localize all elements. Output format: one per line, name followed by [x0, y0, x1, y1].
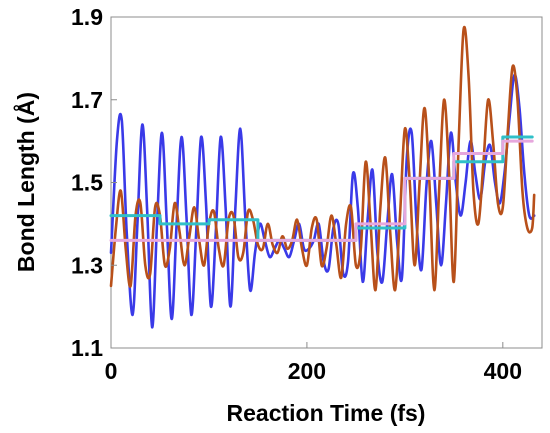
plot-area — [109, 25, 536, 329]
y-tick-label: 1.1 — [71, 335, 103, 361]
y-tick-label: 1.7 — [71, 87, 103, 113]
x-axis-label: Reaction Time (fs) — [227, 400, 426, 426]
y-tick-label: 1.3 — [71, 252, 103, 278]
series-line-2 — [109, 25, 536, 292]
x-tick-label: 0 — [105, 358, 118, 384]
y-axis-label: Bond Length (Å) — [12, 92, 39, 272]
axis-ticks: 0 200 400 1.1 1.3 1.5 1.7 1.9 — [71, 4, 522, 384]
y-tick-label: 1.5 — [71, 170, 103, 196]
series-line-4 — [109, 139, 534, 242]
x-tick-label: 200 — [288, 358, 326, 384]
y-tick-label: 1.9 — [71, 4, 103, 30]
x-tick-label: 400 — [484, 358, 522, 384]
